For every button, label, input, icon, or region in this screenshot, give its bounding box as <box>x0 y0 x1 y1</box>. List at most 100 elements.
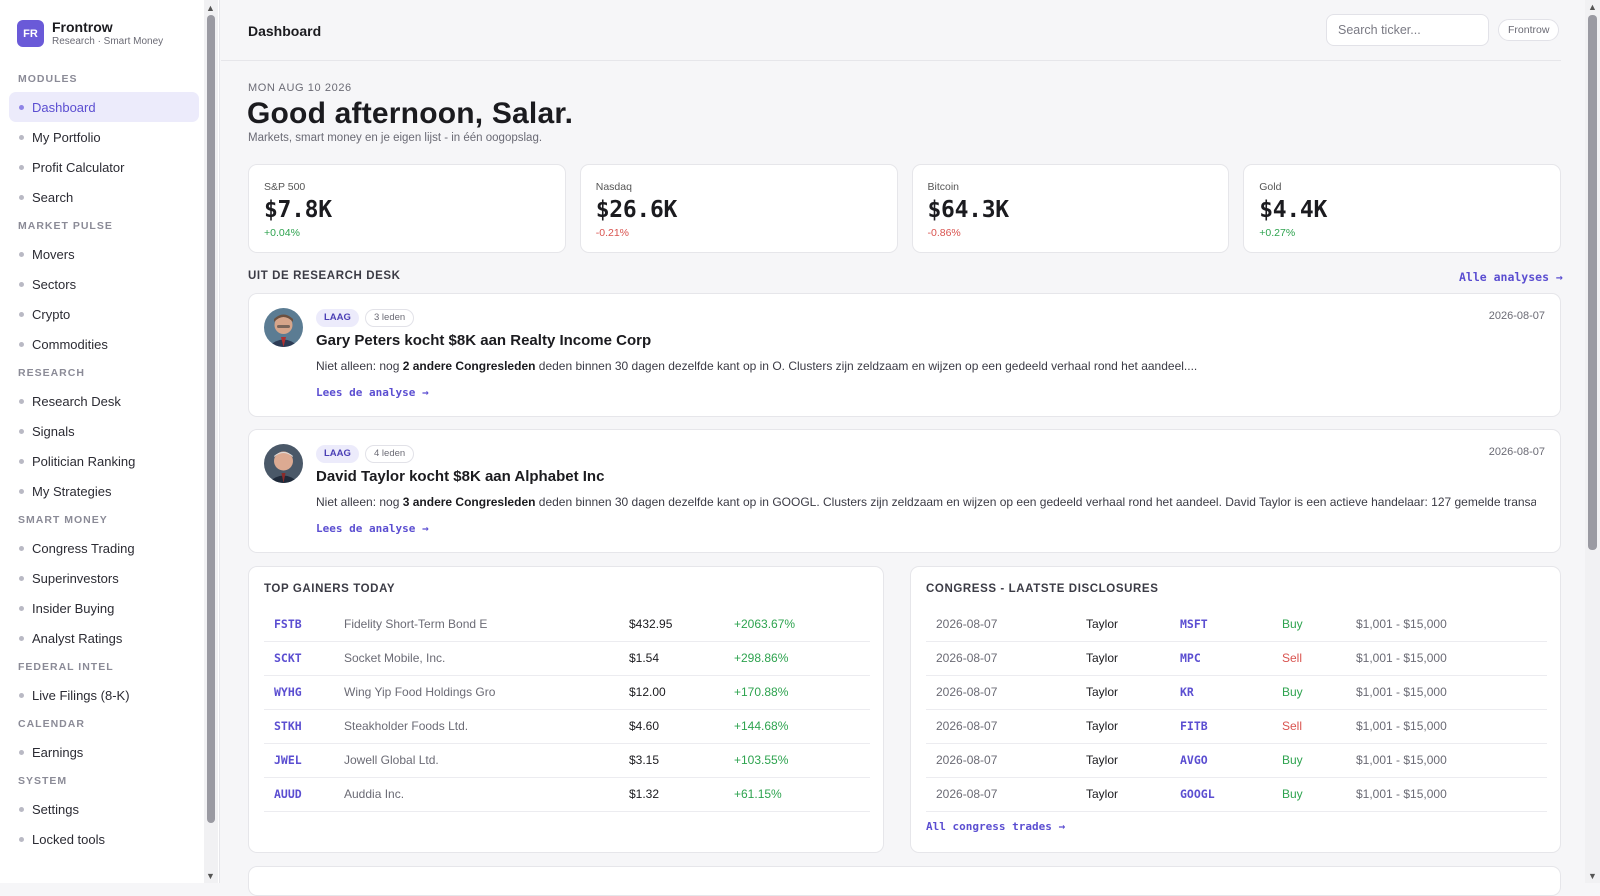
article-summary: Niet alleen: nog 3 andere Congresleden d… <box>316 495 1536 509</box>
price-cell: $432.95 <box>619 607 724 642</box>
table-row[interactable]: 2026-08-07 Taylor GOOGL Buy $1,001 - $15,000 <box>926 777 1547 812</box>
ticker-cell[interactable]: WYHG <box>264 675 334 710</box>
market-card[interactable]: Gold $4.4K +0.27% <box>1243 164 1561 253</box>
workspace-pill[interactable]: Frontrow <box>1498 19 1560 41</box>
sidebar-item-insider-buying[interactable]: Insider Buying <box>9 593 199 623</box>
ticker-cell[interactable]: KR <box>1170 675 1272 710</box>
table-row[interactable]: AUUD Auddia Inc. $1.32 +61.15% <box>264 777 870 812</box>
sidebar-item-label: Profit Calculator <box>32 159 125 175</box>
company-name-cell: Auddia Inc. <box>334 777 619 812</box>
sidebar-item-sectors[interactable]: Sectors <box>9 269 199 299</box>
table-row[interactable]: 2026-08-07 Taylor FITB Sell $1,001 - $15,000 <box>926 709 1547 744</box>
price-cell: $1.54 <box>619 641 724 676</box>
market-value: $64.3K <box>927 197 1010 223</box>
sidebar-item-movers[interactable]: Movers <box>9 239 199 269</box>
sidebar-item-label: Analyst Ratings <box>32 630 123 646</box>
search-input[interactable] <box>1326 14 1489 46</box>
amount-range-cell: $1,001 - $15,000 <box>1346 675 1547 710</box>
research-article[interactable]: LAAG 4 leden 2026-08-07 David Taylor koc… <box>248 429 1561 553</box>
sidebar-item-profit-calculator[interactable]: Profit Calculator <box>9 152 199 182</box>
members-badge: 3 leden <box>365 309 415 327</box>
all-analyses-link[interactable]: Alle analyses → <box>1459 270 1563 284</box>
ticker-cell[interactable]: AUUD <box>264 777 334 812</box>
market-card[interactable]: Bitcoin $64.3K -0.86% <box>911 164 1230 253</box>
amount-range-cell: $1,001 - $15,000 <box>1346 743 1547 778</box>
ticker-cell[interactable]: JWEL <box>264 743 334 778</box>
table-row[interactable]: FSTB Fidelity Short-Term Bond E $432.95 +20… <box>264 607 870 642</box>
sidebar-scroll-thumb[interactable] <box>207 15 215 823</box>
sidebar-item-analyst-ratings[interactable]: Analyst Ratings <box>9 623 199 653</box>
scroll-down-icon[interactable]: ▼ <box>206 871 215 881</box>
market-change: +0.04% <box>264 227 300 239</box>
page-scrollbar[interactable]: ▲ ▼ <box>1585 0 1600 883</box>
sidebar-item-label: Research Desk <box>32 393 121 409</box>
article-title[interactable]: David Taylor kocht $8K aan Alphabet Inc <box>316 468 605 485</box>
market-change: +0.27% <box>1259 227 1296 239</box>
sidebar-item-congress-trading[interactable]: Congress Trading <box>9 533 199 563</box>
market-label: Gold <box>1259 181 1282 193</box>
ticker-cell[interactable]: MSFT <box>1170 607 1272 642</box>
risk-level-badge: LAAG <box>316 309 359 327</box>
sidebar-item-superinvestors[interactable]: Superinvestors <box>9 563 199 593</box>
read-analysis-link[interactable]: Lees de analyse → <box>316 522 429 535</box>
all-congress-trades-link[interactable]: All congress trades → <box>926 820 1066 833</box>
brand[interactable]: FR Frontrow Research · Smart Money <box>17 19 163 48</box>
table-row[interactable]: JWEL Jowell Global Ltd. $3.15 +103.55% <box>264 743 870 778</box>
table-row[interactable]: 2026-08-07 Taylor MSFT Buy $1,001 - $15,000 <box>926 607 1547 642</box>
sidebar-item-signals[interactable]: Signals <box>9 416 199 446</box>
date-cell: 2026-08-07 <box>926 709 1076 744</box>
ticker-cell[interactable]: MPC <box>1170 641 1272 676</box>
sidebar-item-commodities[interactable]: Commodities <box>9 329 199 359</box>
scroll-up-icon[interactable]: ▲ <box>206 3 215 13</box>
bullet-icon <box>19 488 24 494</box>
date-cell: 2026-08-07 <box>926 607 1076 642</box>
amount-range-cell: $1,001 - $15,000 <box>1346 777 1547 812</box>
sidebar-item-my-portfolio[interactable]: My Portfolio <box>9 122 199 152</box>
sidebar-section-title: CALENDAR <box>18 718 85 730</box>
read-analysis-link[interactable]: Lees de analyse → <box>316 386 429 399</box>
sidebar-item-dashboard[interactable]: Dashboard <box>9 92 199 122</box>
bullet-icon <box>19 134 24 140</box>
company-name-cell: Steakholder Foods Ltd. <box>334 709 619 744</box>
sidebar-item-my-strategies[interactable]: My Strategies <box>9 476 199 506</box>
sidebar-item-research-desk[interactable]: Research Desk <box>9 386 199 416</box>
table-row[interactable]: SCKT Socket Mobile, Inc. $1.54 +298.86% <box>264 641 870 676</box>
table-row[interactable]: WYHG Wing Yip Food Holdings Gro $12.00 +170… <box>264 675 870 710</box>
market-cards: S&P 500 $7.8K +0.04% Nasdaq $26.6K -0.21… <box>248 164 1561 253</box>
side-cell: Sell <box>1272 641 1346 676</box>
sidebar-item-settings[interactable]: Settings <box>9 794 199 824</box>
sidebar-item-label: Superinvestors <box>32 570 119 586</box>
date-cell: 2026-08-07 <box>926 641 1076 676</box>
ticker-cell[interactable]: STKH <box>264 709 334 744</box>
ticker-cell[interactable]: FITB <box>1170 709 1272 744</box>
sidebar-item-label: Live Filings (8-K) <box>32 687 130 703</box>
market-card[interactable]: Nasdaq $26.6K -0.21% <box>579 164 898 253</box>
sidebar-item-locked-tools[interactable]: Locked tools <box>9 824 199 854</box>
table-row[interactable]: 2026-08-07 Taylor AVGO Buy $1,001 - $15,000 <box>926 743 1547 778</box>
table-row[interactable]: STKH Steakholder Foods Ltd. $4.60 +144.68% <box>264 709 870 744</box>
ticker-cell[interactable]: AVGO <box>1170 743 1272 778</box>
scroll-down-icon[interactable]: ▼ <box>1588 871 1597 881</box>
ticker-cell[interactable]: FSTB <box>264 607 334 642</box>
market-value: $4.4K <box>1259 197 1327 223</box>
market-card[interactable]: S&P 500 $7.8K +0.04% <box>248 164 566 253</box>
side-cell: Buy <box>1272 777 1346 812</box>
sidebar-item-crypto[interactable]: Crypto <box>9 299 199 329</box>
sidebar-item-politician-ranking[interactable]: Politician Ranking <box>9 446 199 476</box>
research-article[interactable]: LAAG 3 leden 2026-08-07 Gary Peters koch… <box>248 293 1561 417</box>
sidebar-scrollbar[interactable]: ▲ ▼ <box>204 0 218 883</box>
bullet-icon <box>19 836 24 842</box>
table-row[interactable]: 2026-08-07 Taylor MPC Sell $1,001 - $15,000 <box>926 641 1547 676</box>
change-cell: +2063.67% <box>724 607 870 642</box>
sidebar-item-live-filings-8-k[interactable]: Live Filings (8-K) <box>9 680 199 710</box>
sidebar-item-label: Sectors <box>32 276 77 292</box>
ticker-cell[interactable]: GOOGL <box>1170 777 1272 812</box>
sidebar-item-earnings[interactable]: Earnings <box>9 737 199 767</box>
scroll-up-icon[interactable]: ▲ <box>1588 2 1597 12</box>
sidebar-item-search[interactable]: Search <box>9 182 199 212</box>
article-title[interactable]: Gary Peters kocht $8K aan Realty Income … <box>316 332 652 349</box>
ticker-cell[interactable]: SCKT <box>264 641 334 676</box>
page-scroll-thumb[interactable] <box>1588 15 1597 550</box>
panel-title: TOP GAINERS TODAY <box>264 583 396 595</box>
table-row[interactable]: 2026-08-07 Taylor KR Buy $1,001 - $15,000 <box>926 675 1547 710</box>
